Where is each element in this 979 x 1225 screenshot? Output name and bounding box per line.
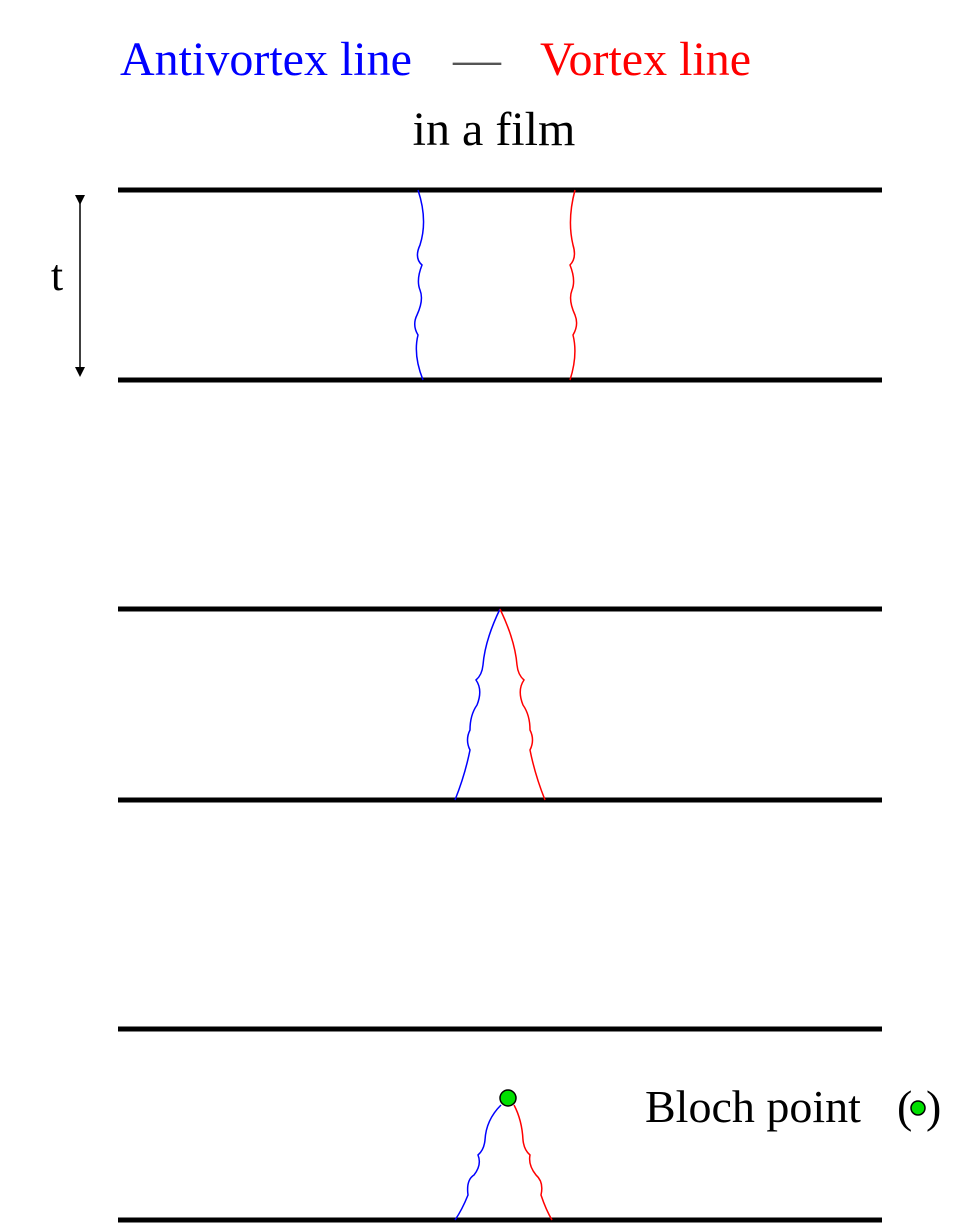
vortex-line xyxy=(513,1104,553,1221)
antivortex-line xyxy=(414,189,425,381)
film-1 xyxy=(118,187,882,383)
bloch-close: ) xyxy=(926,1081,941,1132)
vortex-label: Vortex line xyxy=(540,33,751,86)
film-2 xyxy=(118,606,882,803)
vortex-line xyxy=(569,189,578,381)
bloch-icon xyxy=(910,1100,926,1116)
vortex-line xyxy=(499,608,546,801)
antivortex-line xyxy=(454,608,501,801)
bloch-label: Bloch point xyxy=(645,1081,861,1132)
bloch-point xyxy=(499,1089,517,1107)
film-3 xyxy=(118,1026,882,1223)
subtitle: in a film xyxy=(413,103,576,156)
antivortex-line xyxy=(454,1104,502,1221)
bloch-open: ( xyxy=(897,1081,912,1132)
separator: — xyxy=(452,33,502,86)
thickness-label: t xyxy=(51,251,63,300)
antivortex-label: Antivortex line xyxy=(120,33,412,86)
